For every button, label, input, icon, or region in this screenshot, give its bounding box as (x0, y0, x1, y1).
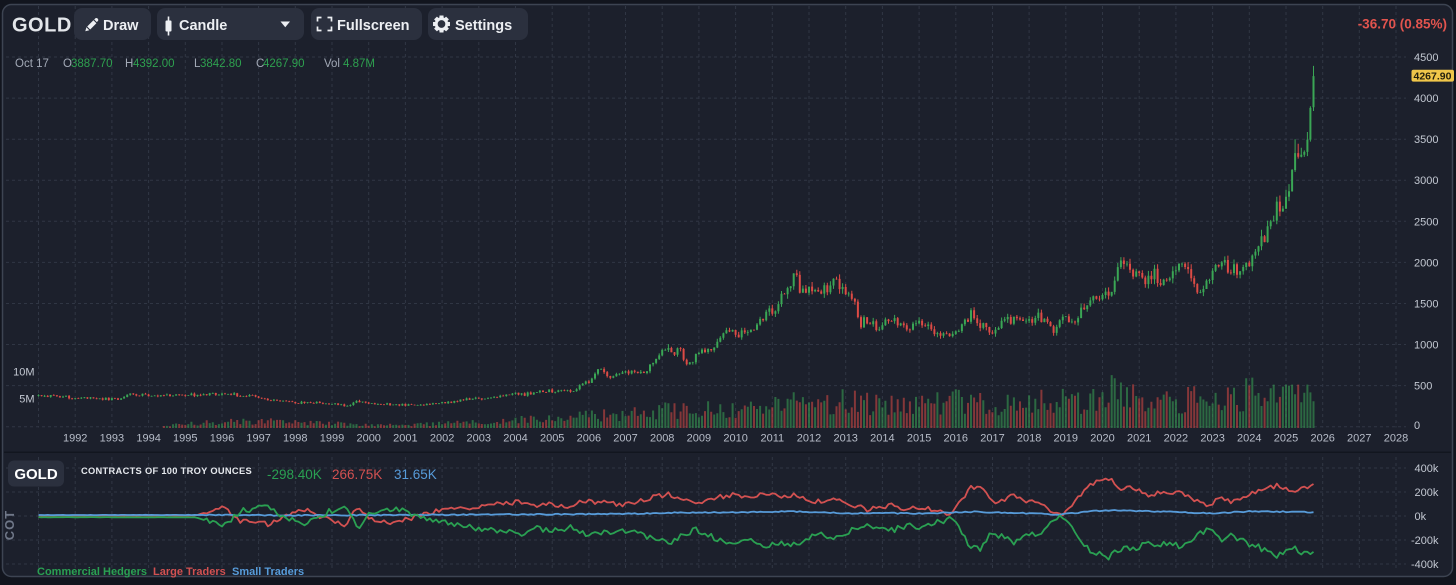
svg-text:2017: 2017 (980, 433, 1004, 445)
svg-text:2014: 2014 (870, 433, 894, 445)
svg-text:2028: 2028 (1384, 433, 1408, 445)
svg-text:Fullscreen: Fullscreen (337, 18, 410, 34)
svg-text:3000: 3000 (1414, 175, 1438, 187)
svg-text:4392.00: 4392.00 (133, 58, 175, 70)
svg-text:2023: 2023 (1200, 433, 1224, 445)
svg-text:4.87M: 4.87M (343, 58, 375, 70)
svg-text:2001: 2001 (393, 433, 417, 445)
svg-text:2004: 2004 (503, 433, 527, 445)
svg-text:2022: 2022 (1164, 433, 1188, 445)
svg-text:2012: 2012 (797, 433, 821, 445)
svg-text:3500: 3500 (1414, 134, 1438, 146)
svg-text:0: 0 (1414, 420, 1420, 432)
svg-text:H: H (125, 58, 133, 70)
svg-text:4500: 4500 (1414, 52, 1438, 64)
svg-text:Candle: Candle (179, 18, 227, 34)
svg-text:2002: 2002 (430, 433, 454, 445)
svg-text:2007: 2007 (613, 433, 637, 445)
svg-text:2025: 2025 (1274, 433, 1298, 445)
svg-text:-400k: -400k (1411, 559, 1439, 571)
svg-text:2005: 2005 (540, 433, 564, 445)
svg-text:Commercial Hedgers: Commercial Hedgers (37, 566, 147, 578)
svg-text:3887.70: 3887.70 (71, 58, 113, 70)
svg-text:1992: 1992 (63, 433, 87, 445)
svg-text:COT: COT (2, 510, 17, 540)
svg-text:2011: 2011 (760, 433, 784, 445)
svg-text:2020: 2020 (1090, 433, 1114, 445)
svg-text:200k: 200k (1415, 487, 1439, 499)
svg-text:L: L (194, 58, 201, 70)
svg-text:2024: 2024 (1237, 433, 1261, 445)
svg-text:-36.70 (0.85%): -36.70 (0.85%) (1358, 17, 1447, 32)
svg-text:2006: 2006 (577, 433, 601, 445)
svg-text:2010: 2010 (723, 433, 747, 445)
svg-text:0k: 0k (1415, 511, 1427, 523)
svg-text:4000: 4000 (1414, 93, 1438, 105)
svg-text:GOLD: GOLD (12, 15, 72, 37)
svg-text:10M: 10M (13, 367, 34, 379)
svg-text:2016: 2016 (944, 433, 968, 445)
svg-text:2019: 2019 (1054, 433, 1078, 445)
svg-text:Draw: Draw (103, 18, 139, 34)
svg-text:Oct 17: Oct 17 (15, 58, 49, 70)
svg-text:1000: 1000 (1414, 340, 1438, 352)
svg-text:2015: 2015 (907, 433, 931, 445)
svg-text:3842.80: 3842.80 (200, 58, 242, 70)
svg-text:Large Traders: Large Traders (153, 566, 226, 578)
svg-text:1998: 1998 (283, 433, 307, 445)
svg-text:4267.90: 4267.90 (263, 58, 305, 70)
svg-text:2027: 2027 (1347, 433, 1371, 445)
svg-text:-200k: -200k (1411, 535, 1439, 547)
svg-text:2000: 2000 (356, 433, 380, 445)
svg-text:2500: 2500 (1414, 216, 1438, 228)
svg-text:2008: 2008 (650, 433, 674, 445)
svg-text:1993: 1993 (100, 433, 124, 445)
svg-text:5M: 5M (19, 394, 34, 406)
svg-text:1500: 1500 (1414, 299, 1438, 311)
svg-text:O: O (63, 58, 72, 70)
svg-text:Settings: Settings (455, 18, 512, 34)
svg-text:2003: 2003 (467, 433, 491, 445)
svg-text:2000: 2000 (1414, 257, 1438, 269)
svg-text:1996: 1996 (210, 433, 234, 445)
svg-text:Small Traders: Small Traders (232, 566, 304, 578)
svg-text:266.75K: 266.75K (332, 467, 382, 482)
svg-text:2009: 2009 (687, 433, 711, 445)
svg-text:-298.40K: -298.40K (267, 467, 322, 482)
svg-text:2026: 2026 (1310, 433, 1334, 445)
svg-text:Vol: Vol (324, 58, 340, 70)
svg-text:2021: 2021 (1127, 433, 1151, 445)
svg-text:500: 500 (1414, 381, 1432, 393)
svg-text:4267.90: 4267.90 (1414, 71, 1452, 83)
svg-text:1999: 1999 (320, 433, 344, 445)
svg-text:2013: 2013 (833, 433, 857, 445)
svg-text:1997: 1997 (246, 433, 270, 445)
svg-text:C: C (256, 58, 264, 70)
svg-text:400k: 400k (1415, 463, 1439, 475)
svg-text:GOLD: GOLD (14, 466, 57, 483)
svg-text:2018: 2018 (1017, 433, 1041, 445)
svg-text:CONTRACTS OF 100 TROY OUNCES: CONTRACTS OF 100 TROY OUNCES (81, 466, 252, 476)
svg-text:31.65K: 31.65K (394, 467, 437, 482)
svg-text:1994: 1994 (136, 433, 160, 445)
svg-text:1995: 1995 (173, 433, 197, 445)
